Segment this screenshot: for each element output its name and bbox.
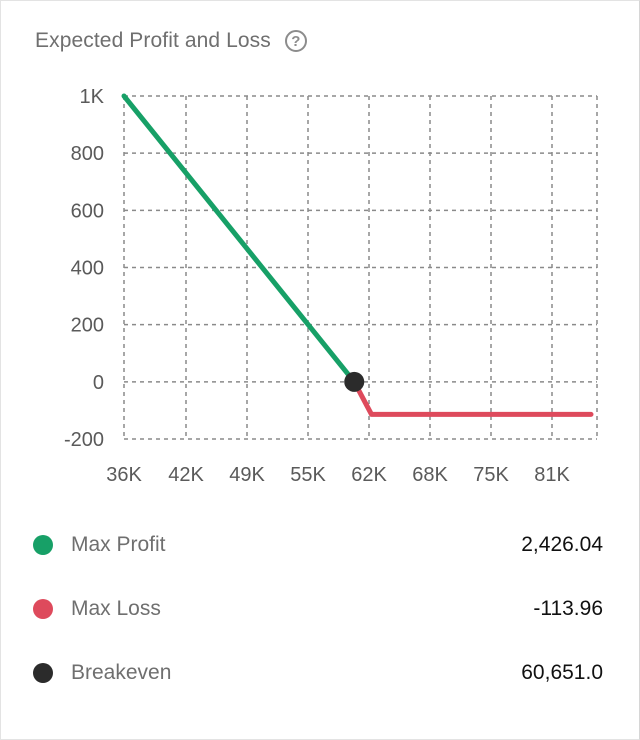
- max-profit-label: Max Profit: [71, 533, 166, 556]
- y-tick-label: 1K: [80, 86, 105, 108]
- legend-row-max-loss: Max Loss -113.96: [33, 593, 603, 625]
- card-title: Expected Profit and Loss: [35, 29, 271, 52]
- help-icon[interactable]: ?: [284, 30, 307, 52]
- x-tick-label: 81K: [534, 464, 570, 486]
- legend-row-breakeven: Breakeven 60,651.0: [33, 657, 603, 689]
- y-tick-label: 200: [71, 315, 104, 337]
- max-loss-label: Max Loss: [71, 597, 161, 620]
- card-header: Expected Profit and Loss ?: [35, 29, 307, 53]
- x-tick-label: 55K: [290, 464, 326, 486]
- max-loss-dot: [33, 599, 53, 619]
- x-tick-label: 75K: [473, 464, 509, 486]
- breakeven-value: 60,651.0: [521, 661, 603, 684]
- legend-row-max-profit: Max Profit 2,426.04: [33, 529, 603, 561]
- y-tick-label: 400: [71, 258, 104, 280]
- max-loss-value: -113.96: [533, 597, 603, 620]
- max-profit-dot: [33, 535, 53, 555]
- y-tick-label: -200: [64, 429, 104, 451]
- x-tick-label: 42K: [168, 464, 204, 486]
- max-profit-value: 2,426.04: [521, 533, 603, 556]
- breakeven-dot: [33, 663, 53, 683]
- x-tick-label: 62K: [351, 464, 387, 486]
- x-tick-label: 68K: [412, 464, 448, 486]
- breakeven-label: Breakeven: [71, 661, 172, 684]
- y-tick-label: 800: [71, 143, 104, 165]
- x-tick-label: 36K: [106, 464, 142, 486]
- y-tick-label: 0: [93, 372, 104, 394]
- x-tick-label: 49K: [229, 464, 265, 486]
- y-tick-label: 600: [71, 200, 104, 222]
- profit-line: [121, 93, 357, 385]
- breakeven-marker: [344, 371, 365, 392]
- loss-line: [351, 379, 594, 417]
